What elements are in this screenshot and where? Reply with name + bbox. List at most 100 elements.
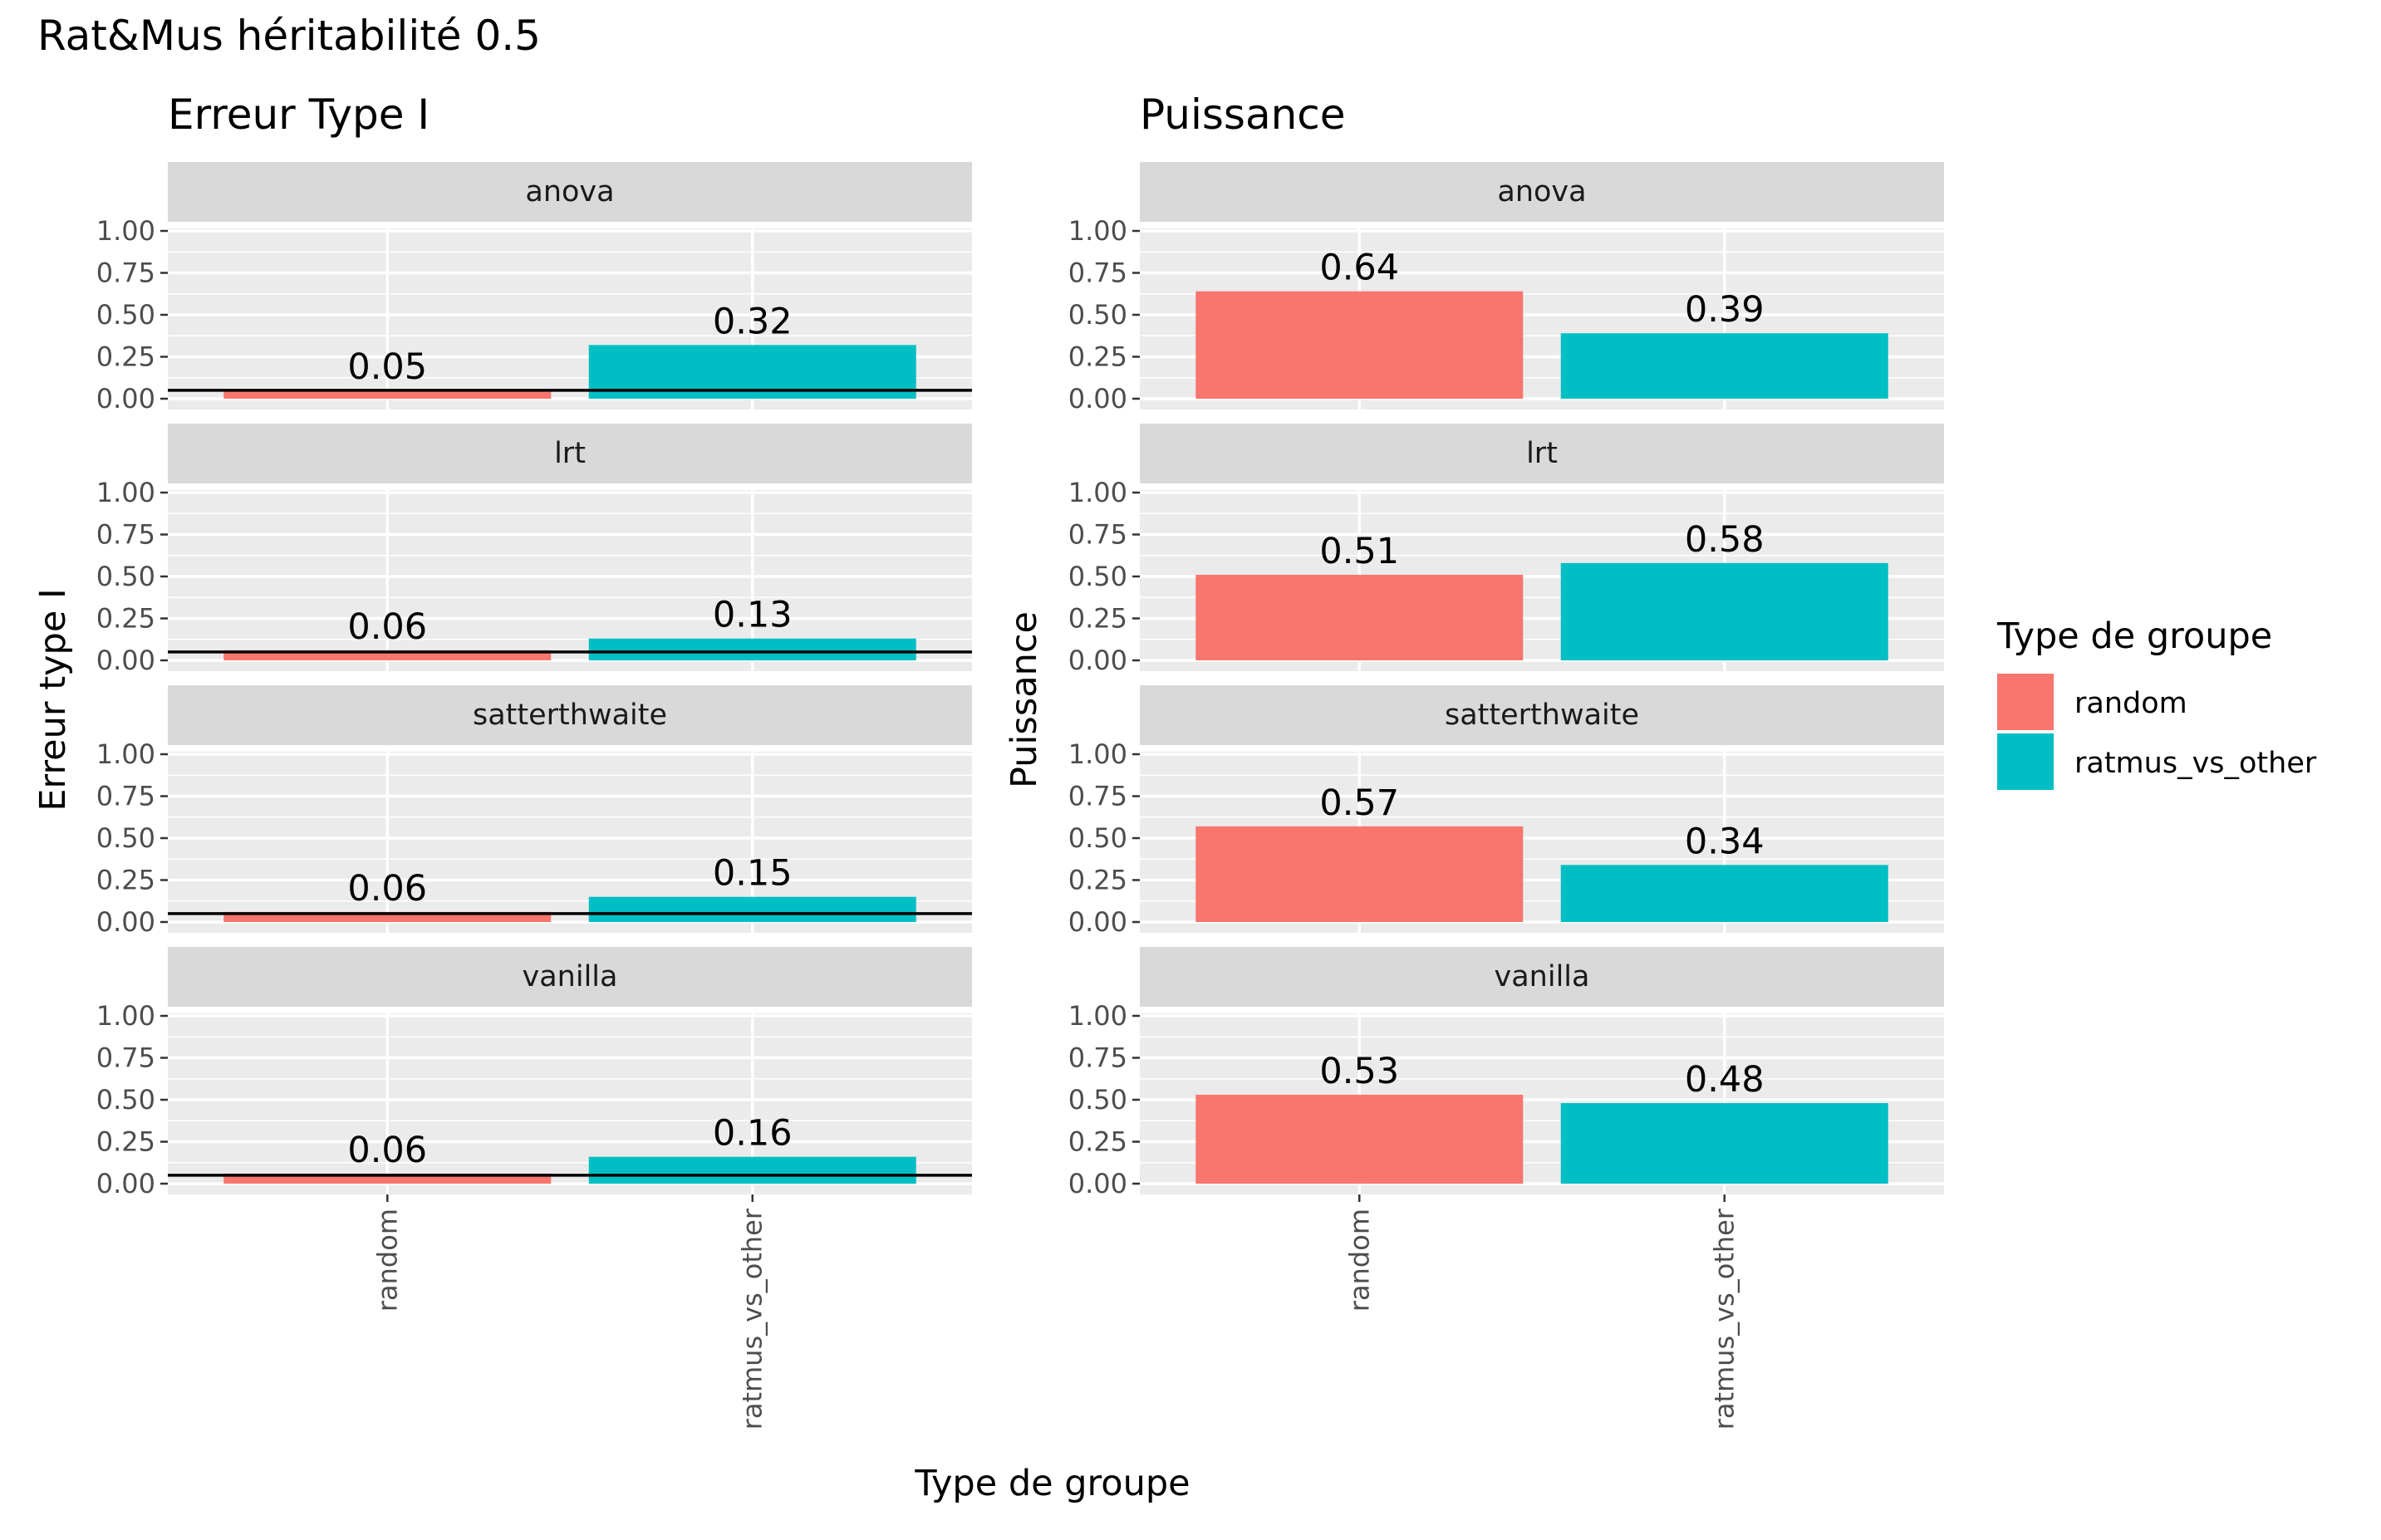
legend-key-ratmus_vs_other — [1997, 733, 2054, 790]
y-tick-label: 1.00 — [96, 477, 155, 508]
legend-label-ratmus_vs_other: ratmus_vs_other — [2074, 747, 2317, 780]
y-axis-title: Erreur type I — [32, 588, 74, 811]
bar-ratmus_vs_other — [1560, 562, 1888, 660]
bar-value-label: 0.32 — [713, 301, 793, 342]
facet-satterthwaite: satterthwaite 0.00 0.25 0.50 0.75 1.00 0.06 0.1… — [96, 685, 972, 938]
bar-random — [223, 390, 552, 399]
legend: Type de groupe random ratmus_vs_other — [1996, 616, 2317, 790]
bar-value-label: 0.16 — [713, 1113, 793, 1155]
y-tick-label: 0.50 — [1068, 1084, 1127, 1116]
y-tick-label: 0.00 — [96, 645, 155, 676]
y-tick-label: 0.75 — [1068, 519, 1127, 551]
x-axis-title: Type de groupe — [914, 1463, 1190, 1504]
facet-strip — [168, 685, 972, 745]
y-axis-title: Puissance — [1004, 611, 1045, 788]
facet-lrt: lrt 0.00 0.25 0.50 0.75 1.00 0.06 0.13 — [96, 424, 972, 676]
facet-strip-label: lrt — [554, 437, 586, 470]
y-tick-label: 1.00 — [96, 738, 155, 770]
y-tick-label: 0.25 — [96, 1126, 155, 1158]
bar-ratmus_vs_other — [588, 1156, 916, 1184]
y-tick-label: 1.00 — [1068, 738, 1127, 770]
y-tick-label: 0.25 — [96, 865, 155, 896]
bar-ratmus_vs_other — [1560, 333, 1888, 399]
facet-strip-label: anova — [1497, 175, 1586, 208]
bar-random — [1195, 574, 1524, 660]
y-tick-label: 0.75 — [96, 519, 155, 551]
bar-value-label: 0.57 — [1319, 782, 1399, 824]
y-tick-label: 0.00 — [1068, 906, 1127, 938]
facet-anova: anova 0.00 0.25 0.50 0.75 1.00 0.05 0.32 — [96, 162, 972, 414]
facet-strip — [1140, 162, 1944, 222]
bar-value-label: 0.51 — [1319, 531, 1399, 572]
figure-title: Rat&Mus héritabilité 0.5 — [37, 12, 541, 60]
facet-strip — [168, 947, 972, 1007]
bar-value-label: 0.13 — [713, 595, 793, 636]
bar-value-label: 0.34 — [1685, 821, 1765, 862]
facet-anova: anova 0.00 0.25 0.50 0.75 1.00 0.64 0.39 — [1068, 162, 1944, 414]
plots-container: Erreur Type I Erreur type I anova 0.00 0.25 0… — [32, 91, 1944, 1430]
subplot-title: Puissance — [1140, 91, 1346, 139]
x-tick-label: ratmus_vs_other — [1709, 1208, 1740, 1430]
facet-strip — [1140, 424, 1944, 483]
facet-satterthwaite: satterthwaite 0.00 0.25 0.50 0.75 1.00 0.57 0.3… — [1068, 685, 1944, 938]
facet-strip — [168, 162, 972, 222]
facet-vanilla: vanilla 0.00 0.25 0.50 0.75 1.00 0.53 0.48 rando… — [1068, 947, 1944, 1430]
facet-strip-label: satterthwaite — [473, 699, 667, 732]
y-tick-label: 0.50 — [96, 822, 155, 854]
facet-strip-label: vanilla — [523, 960, 618, 993]
y-tick-label: 0.75 — [96, 781, 155, 812]
bar-value-label: 0.58 — [1685, 519, 1765, 561]
legend-label-random: random — [2074, 687, 2187, 720]
facet-strip — [1140, 947, 1944, 1007]
subplot-title: Erreur Type I — [168, 91, 430, 139]
bar-value-label: 0.06 — [347, 868, 427, 910]
y-tick-label: 0.75 — [96, 1042, 155, 1074]
bar-random — [1195, 291, 1524, 399]
y-tick-label: 0.00 — [96, 1168, 155, 1199]
facet-vanilla: vanilla 0.00 0.25 0.50 0.75 1.00 0.06 0.16 rando… — [96, 947, 972, 1430]
y-tick-label: 0.25 — [96, 603, 155, 635]
y-tick-label: 0.00 — [96, 906, 155, 938]
bar-random — [1195, 826, 1524, 922]
bar-value-label: 0.53 — [1319, 1051, 1399, 1092]
y-tick-label: 1.00 — [1068, 215, 1127, 247]
y-tick-label: 0.50 — [1068, 561, 1127, 592]
subplot-erreur-type-i: Erreur Type I Erreur type I anova 0.00 0.25 0… — [32, 91, 972, 1430]
y-tick-label: 0.00 — [1068, 645, 1127, 676]
facet-lrt: lrt 0.00 0.25 0.50 0.75 1.00 0.51 0.58 — [1068, 424, 1944, 676]
legend-key-random — [1997, 674, 2054, 730]
y-tick-label: 0.00 — [1068, 383, 1127, 414]
x-tick-label: ratmus_vs_other — [737, 1208, 768, 1430]
y-tick-label: 0.00 — [1068, 1168, 1127, 1199]
facet-strip-label: vanilla — [1495, 960, 1590, 993]
y-tick-label: 0.75 — [1068, 781, 1127, 812]
y-tick-label: 0.25 — [1068, 865, 1127, 896]
y-tick-label: 0.00 — [96, 383, 155, 414]
y-tick-label: 0.75 — [1068, 257, 1127, 289]
bar-value-label: 0.06 — [347, 1130, 427, 1171]
y-tick-label: 1.00 — [1068, 1000, 1127, 1032]
bar-ratmus_vs_other — [588, 896, 916, 922]
bar-value-label: 0.05 — [347, 346, 427, 388]
y-tick-label: 1.00 — [1068, 477, 1127, 508]
bar-value-label: 0.39 — [1685, 289, 1765, 331]
bar-value-label: 0.64 — [1319, 248, 1399, 289]
y-tick-label: 0.25 — [1068, 1126, 1127, 1158]
y-tick-label: 0.25 — [1068, 603, 1127, 635]
y-tick-label: 0.50 — [96, 561, 155, 592]
y-tick-label: 0.50 — [96, 299, 155, 331]
legend-title: Type de groupe — [1996, 616, 2272, 657]
facet-strip — [168, 424, 972, 483]
y-tick-label: 0.50 — [1068, 822, 1127, 854]
facet-strip — [1140, 685, 1944, 745]
bar-random — [1195, 1094, 1524, 1184]
facet-strip-label: satterthwaite — [1445, 699, 1639, 732]
bar-value-label: 0.06 — [347, 606, 427, 648]
y-tick-label: 0.50 — [96, 1084, 155, 1116]
y-tick-label: 1.00 — [96, 215, 155, 247]
x-tick-label: random — [371, 1209, 403, 1312]
bar-value-label: 0.48 — [1685, 1059, 1765, 1101]
y-tick-label: 1.00 — [96, 1000, 155, 1032]
bar-ratmus_vs_other — [1560, 1103, 1888, 1184]
